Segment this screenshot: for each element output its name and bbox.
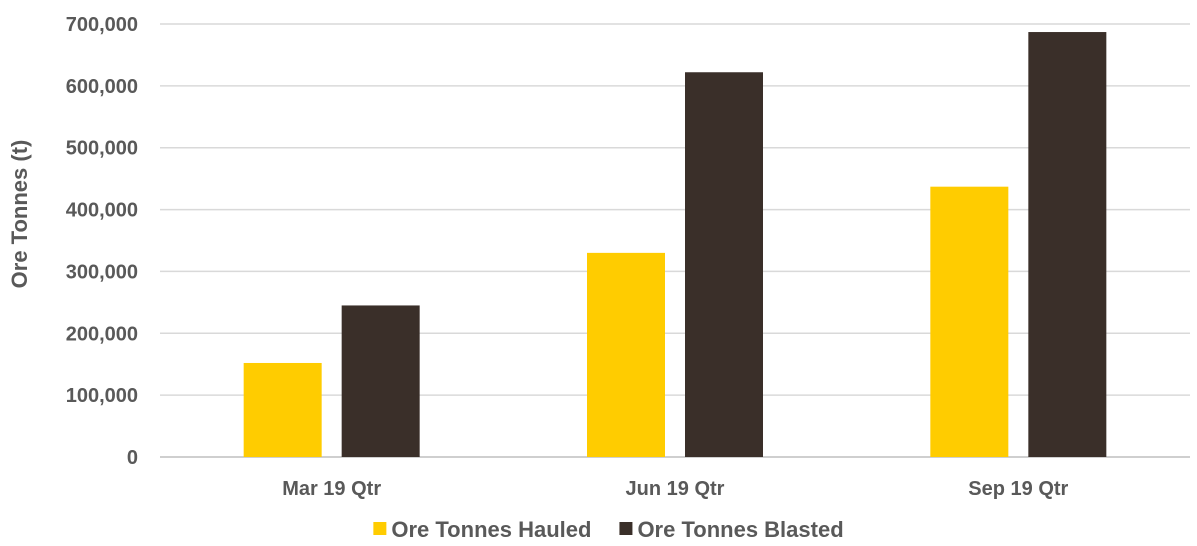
bar-ore-tonnes-hauled-0 [243,362,322,457]
bars [243,32,1107,458]
y-tick-label: 300,000 [66,261,138,283]
y-tick-label: 0 [127,447,138,469]
y-tick-label: 700,000 [66,14,138,36]
bar-ore-tonnes-blasted-0 [341,305,420,457]
bar-ore-tonnes-hauled-1 [587,252,665,457]
gridlines [160,23,1190,458]
x-tick-label: Jun 19 Qtr [626,478,725,500]
legend: Ore Tonnes Hauled Ore Tonnes Blasted [373,517,844,542]
y-axis-ticks: 0 100,000 200,000 300,000 400,000 500,000 600,… [66,14,138,469]
y-axis-title: Ore Tonnes (t) [7,140,32,289]
y-tick-label: 200,000 [66,323,138,345]
y-tick-label: 500,000 [66,138,138,160]
bar-ore-tonnes-blasted-1 [685,72,763,458]
legend-label: Ore Tonnes Hauled [391,517,591,542]
bar-ore-tonnes-hauled-2 [930,186,1009,458]
x-tick-label: Sep 19 Qtr [968,478,1068,500]
x-axis-ticks: Mar 19 Qtr Jun 19 Qtr Sep 19 Qtr [282,478,1068,500]
legend-label: Ore Tonnes Blasted [637,517,843,542]
y-tick-label: 600,000 [66,76,138,98]
legend-swatch-ore-tonnes-hauled [373,522,387,535]
legend-swatch-ore-tonnes-blasted [619,522,633,535]
x-tick-label: Mar 19 Qtr [282,478,381,500]
y-tick-label: 400,000 [66,200,138,222]
y-tick-label: 100,000 [66,385,138,407]
bar-ore-tonnes-blasted-2 [1028,32,1107,457]
